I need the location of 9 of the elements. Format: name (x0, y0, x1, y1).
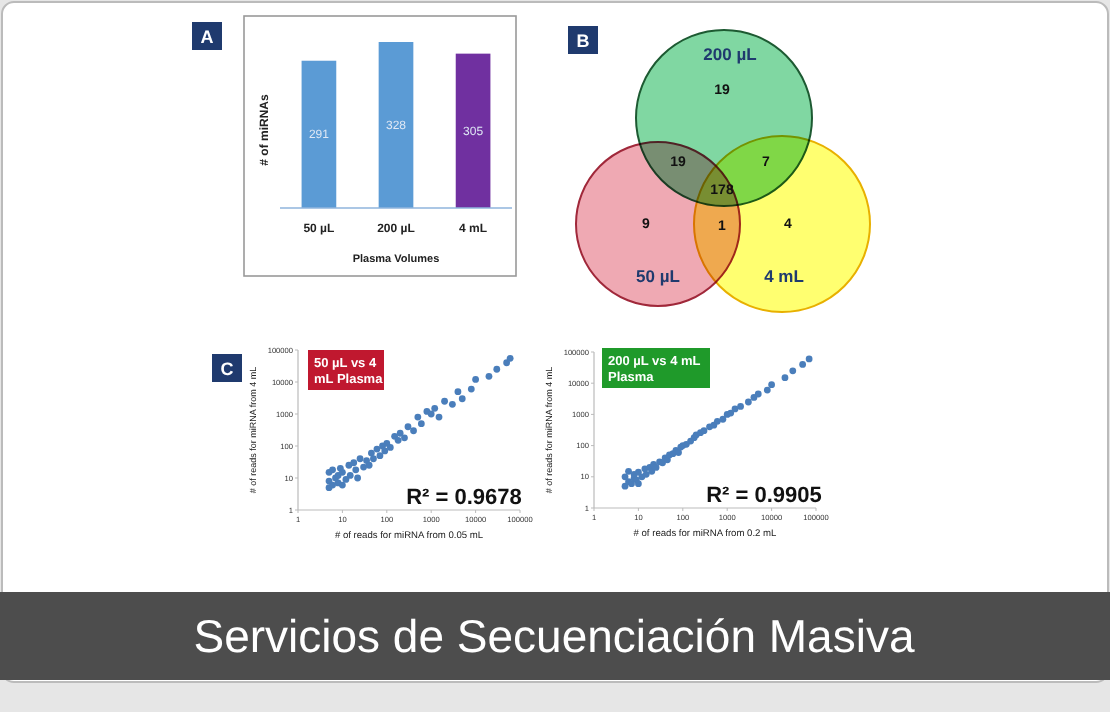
annotation: R² = 0.9678 (406, 486, 522, 510)
text: B (576, 31, 591, 51)
annotation: R² = 0.9905 (706, 484, 822, 508)
text: 200 µL (703, 44, 757, 64)
text: 4 mL (764, 266, 804, 286)
text: 50 µL (636, 266, 680, 286)
text: Servicios de Secuenciación Masiva (193, 610, 915, 662)
chart-title: A (200, 27, 215, 47)
text: C (220, 359, 235, 379)
